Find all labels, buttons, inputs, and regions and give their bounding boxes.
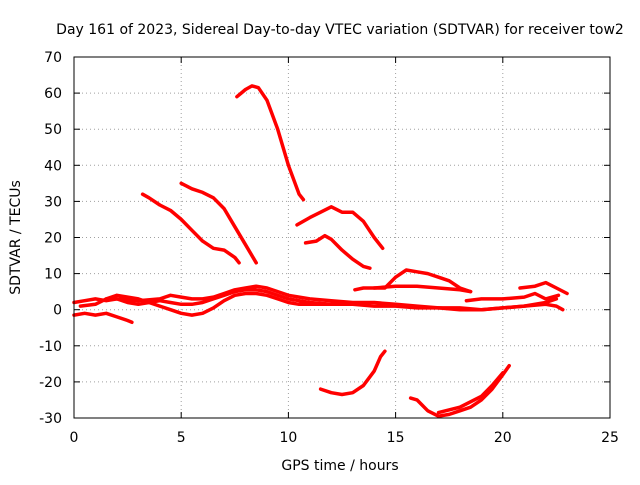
y-tick-label: -10	[39, 339, 62, 355]
series-arc-9	[303, 233, 372, 270]
x-tick-label: 0	[70, 430, 79, 446]
y-tick-label: 40	[44, 158, 62, 174]
x-axis-label: GPS time / hours	[281, 458, 398, 474]
series-arc-16	[436, 371, 505, 415]
x-tick-label: 10	[279, 430, 297, 446]
grid	[74, 57, 610, 418]
series-arc-6	[179, 181, 258, 265]
y-tick-label: 20	[44, 231, 62, 247]
series-arc-14	[318, 349, 387, 397]
y-axis-label: SDTVAR / TECUs	[8, 180, 24, 295]
x-tick-label: 5	[177, 430, 186, 446]
axis-ticks: 0 5 10 15 20 25 -30 -20 -10 0 10 20 30 40 50 60 70	[39, 50, 619, 446]
series-arc-10	[353, 268, 473, 294]
x-tick-label: 20	[494, 430, 512, 446]
x-tick-label: 25	[601, 430, 619, 446]
y-tick-label: -20	[39, 375, 62, 391]
series-arc-12	[464, 291, 561, 303]
chart-title: Day 161 of 2023, Sidereal Day-to-day VTE…	[56, 22, 624, 38]
y-tick-label: 0	[53, 303, 62, 319]
y-tick-label: 70	[44, 50, 62, 66]
series-arc-5	[140, 192, 241, 265]
series-group	[72, 84, 569, 418]
series-arc-7	[235, 84, 306, 202]
y-tick-label: 60	[44, 86, 62, 102]
y-tick-label: 10	[44, 267, 62, 283]
series-arc-8	[295, 205, 385, 251]
series-arc-2	[72, 311, 134, 325]
x-tick-label: 15	[387, 430, 405, 446]
series-arc-4	[104, 284, 559, 312]
y-tick-label: 50	[44, 122, 62, 138]
series-arc-15	[408, 363, 511, 418]
series-arc-13	[518, 280, 569, 296]
y-tick-label: 30	[44, 194, 62, 210]
series-arc-11	[372, 284, 473, 294]
y-tick-label: -30	[39, 411, 62, 427]
series-arc-3	[78, 291, 334, 317]
